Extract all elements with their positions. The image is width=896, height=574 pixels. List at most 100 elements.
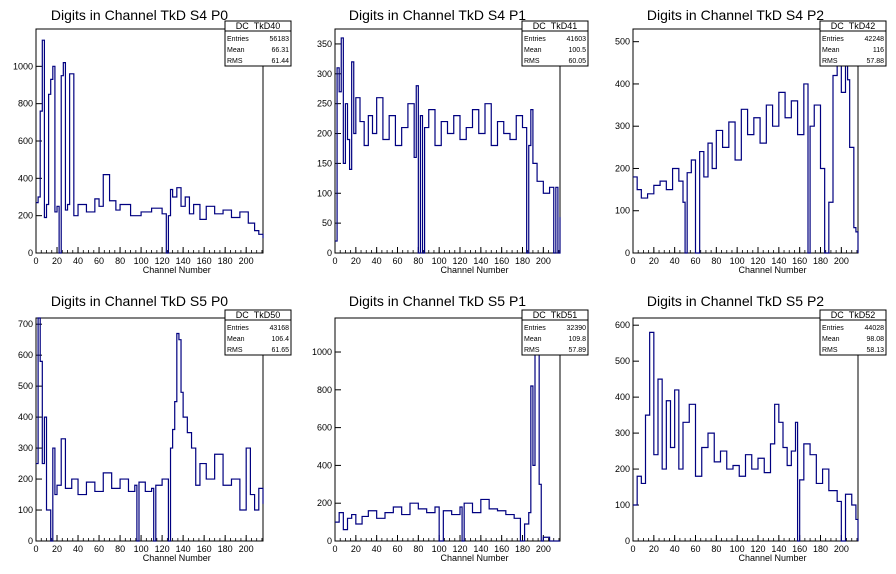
x-axis-label: Channel Number bbox=[738, 265, 806, 275]
stats-label: RMS bbox=[227, 58, 243, 65]
x-tick-label: 140 bbox=[176, 544, 191, 554]
series-line-1 bbox=[633, 41, 859, 254]
y-tick-label: 0 bbox=[28, 536, 33, 546]
y-tick-label: 100 bbox=[18, 505, 33, 515]
y-tick-label: 400 bbox=[615, 392, 630, 402]
y-tick-label: 500 bbox=[615, 356, 630, 366]
x-tick-label: 180 bbox=[813, 544, 828, 554]
x-tick-label: 0 bbox=[332, 256, 337, 266]
stats-box bbox=[521, 20, 589, 67]
x-tick-label: 160 bbox=[197, 544, 212, 554]
stats-value: 66.31 bbox=[271, 47, 289, 54]
stats-box bbox=[521, 309, 589, 356]
y-tick-label: 350 bbox=[317, 39, 332, 49]
y-tick-label: 600 bbox=[18, 136, 33, 146]
x-tick-label: 200 bbox=[536, 544, 551, 554]
stats-label: Mean bbox=[822, 336, 840, 343]
x-tick-label: 40 bbox=[372, 544, 382, 554]
panel-title: Digits in Channel TkD S4 P2 bbox=[647, 7, 824, 23]
x-tick-label: 140 bbox=[771, 544, 786, 554]
y-tick-label: 250 bbox=[317, 99, 332, 109]
series-line-1 bbox=[36, 317, 264, 542]
x-tick-label: 20 bbox=[649, 256, 659, 266]
stats-label: Entries bbox=[822, 325, 844, 332]
panel-6: Digits in Channel TkD S5 P2 0 20 40 60 80 100 1… bbox=[615, 293, 887, 563]
plot-frame bbox=[35, 317, 264, 542]
series-line-1 bbox=[335, 317, 560, 542]
x-tick-label: 60 bbox=[392, 544, 402, 554]
x-tick-label: 40 bbox=[372, 256, 382, 266]
y-tick-label: 100 bbox=[317, 188, 332, 198]
y-tick-label: 300 bbox=[615, 428, 630, 438]
stats-name: DC_TkD42 bbox=[831, 21, 876, 31]
x-tick-label: 120 bbox=[155, 544, 170, 554]
stats-box bbox=[224, 309, 292, 356]
stats-label: Mean bbox=[227, 336, 245, 343]
x-tick-label: 0 bbox=[630, 544, 635, 554]
y-tick-label: 600 bbox=[317, 423, 332, 433]
stats-value: 61.65 bbox=[271, 347, 289, 354]
stats-label: Entries bbox=[227, 36, 249, 43]
stats-name: DC_TkD41 bbox=[533, 21, 578, 31]
x-tick-label: 160 bbox=[494, 256, 509, 266]
x-tick-label: 20 bbox=[52, 544, 62, 554]
plot-frame bbox=[632, 28, 859, 254]
y-tick-label: 150 bbox=[317, 158, 332, 168]
y-tick-label: 200 bbox=[317, 129, 332, 139]
plot-frame bbox=[632, 317, 859, 542]
x-tick-label: 100 bbox=[432, 256, 447, 266]
stats-label: Entries bbox=[524, 325, 546, 332]
panel-title: Digits in Channel TkD S4 P0 bbox=[51, 7, 228, 23]
stats-value: 61.44 bbox=[271, 58, 289, 65]
x-tick-label: 20 bbox=[351, 256, 361, 266]
x-tick-label: 80 bbox=[115, 256, 125, 266]
y-tick-label: 200 bbox=[615, 163, 630, 173]
y-tick-label: 800 bbox=[317, 385, 332, 395]
stats-name: DC_TkD51 bbox=[533, 310, 578, 320]
x-axis-label: Channel Number bbox=[440, 553, 508, 563]
stats-label: Entries bbox=[822, 36, 844, 43]
stats-label: RMS bbox=[822, 58, 838, 65]
x-tick-label: 60 bbox=[690, 256, 700, 266]
stats-label: RMS bbox=[227, 347, 243, 354]
x-tick-label: 100 bbox=[730, 544, 745, 554]
y-tick-label: 300 bbox=[615, 121, 630, 131]
series-line-1 bbox=[633, 331, 859, 542]
y-tick-label: 200 bbox=[615, 464, 630, 474]
x-tick-label: 20 bbox=[52, 256, 62, 266]
x-tick-label: 140 bbox=[771, 256, 786, 266]
y-tick-label: 0 bbox=[327, 536, 332, 546]
y-tick-label: 700 bbox=[18, 319, 33, 329]
y-tick-label: 500 bbox=[615, 37, 630, 47]
y-tick-label: 0 bbox=[625, 536, 630, 546]
x-tick-label: 120 bbox=[750, 544, 765, 554]
stats-value: 57.88 bbox=[866, 58, 884, 65]
y-tick-label: 0 bbox=[28, 248, 33, 258]
y-tick-label: 200 bbox=[18, 211, 33, 221]
x-tick-label: 80 bbox=[413, 256, 423, 266]
y-tick-label: 0 bbox=[327, 248, 332, 258]
x-tick-label: 40 bbox=[670, 544, 680, 554]
stats-value: 106.4 bbox=[271, 336, 289, 343]
series-line-1 bbox=[335, 37, 561, 254]
y-tick-label: 300 bbox=[317, 69, 332, 79]
x-tick-label: 200 bbox=[834, 544, 849, 554]
x-axis-label: Channel Number bbox=[143, 553, 211, 563]
x-tick-label: 200 bbox=[239, 544, 254, 554]
x-tick-label: 0 bbox=[630, 256, 635, 266]
y-tick-label: 50 bbox=[322, 218, 332, 228]
stats-name: DC_TkD50 bbox=[236, 310, 281, 320]
x-tick-label: 160 bbox=[494, 544, 509, 554]
x-tick-label: 0 bbox=[33, 256, 38, 266]
x-tick-label: 180 bbox=[813, 256, 828, 266]
x-tick-label: 100 bbox=[730, 256, 745, 266]
stats-value: 42248 bbox=[865, 36, 885, 43]
x-tick-label: 120 bbox=[452, 256, 467, 266]
stats-value: 116 bbox=[873, 47, 884, 54]
y-tick-label: 100 bbox=[615, 500, 630, 510]
x-tick-label: 160 bbox=[792, 544, 807, 554]
series-line-1 bbox=[36, 39, 264, 254]
y-tick-label: 200 bbox=[18, 474, 33, 484]
x-tick-label: 140 bbox=[473, 544, 488, 554]
